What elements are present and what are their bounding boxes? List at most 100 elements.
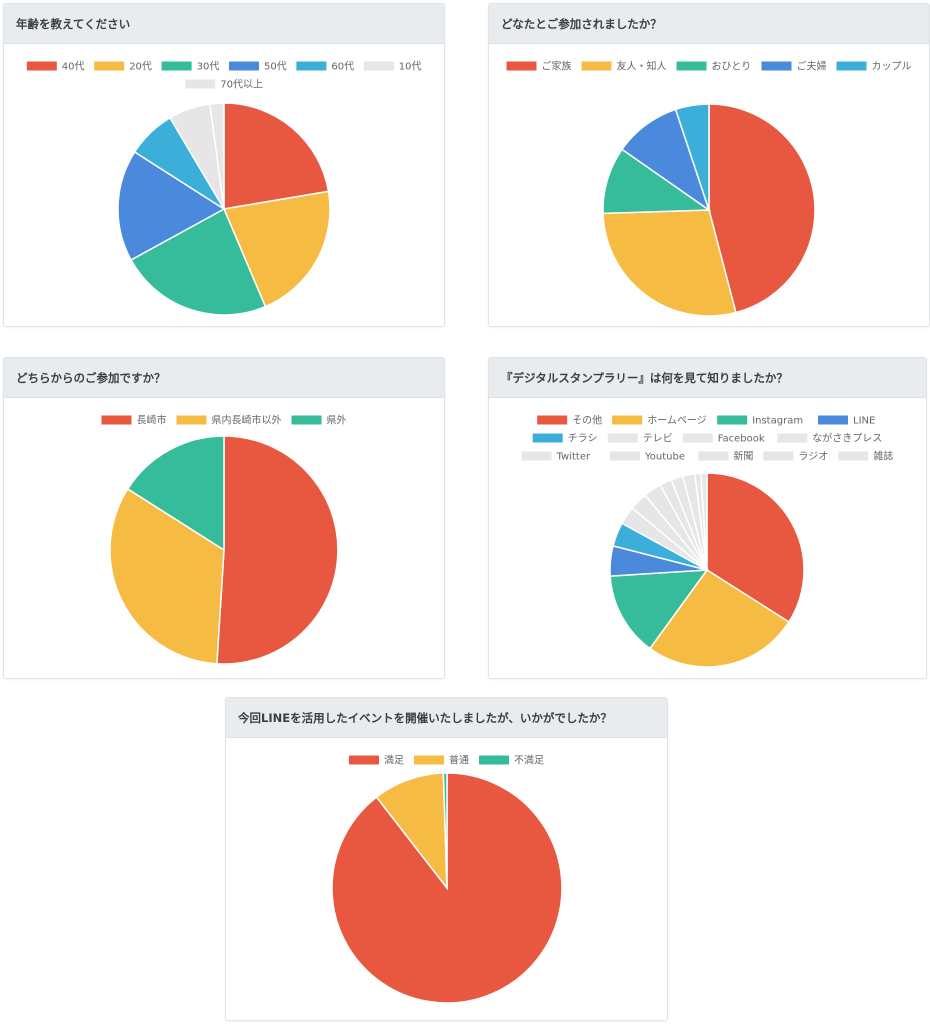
legend-item[interactable]: カップル [836,61,912,73]
legend-label: 60代 [331,61,354,73]
legend-label: ご家族 [542,60,572,73]
legend-item[interactable]: 不満足 [479,755,544,767]
legend-item[interactable]: 県内長崎市以外 [176,414,282,427]
legend-label: その他 [572,414,602,427]
legend-label: 70代以上 [220,79,263,91]
pie-slice-0[interactable] [223,102,330,210]
legend-item[interactable]: 雑誌 [838,450,893,463]
legend-item[interactable]: 60代 [296,61,354,73]
legend-item[interactable]: 50代 [229,61,287,73]
chart-title: どなたとご参加されましたか？ [489,4,929,44]
legend-swatch [185,79,216,89]
legend-label: 県内長崎市以外 [212,414,282,427]
legend-label: ホームページ [647,415,707,427]
legend-swatch [838,451,869,461]
pie [117,102,331,316]
legend: 長崎市 県内長崎市以外 県外 [101,414,347,427]
legend-item[interactable]: ラジオ [763,451,828,463]
legend-swatch [610,451,640,461]
pie-slice-2[interactable] [442,772,448,889]
pie [602,103,816,317]
legend-label: 20代 [129,61,152,73]
legend-swatch [676,61,707,71]
pie-slice-4[interactable] [674,103,710,211]
legend-item[interactable]: ご夫婦 [761,60,827,73]
legend-item[interactable]: Instagram [717,415,803,427]
legend: ご家族 友人・知人 おひとり ご夫婦 カップル [506,60,912,73]
legend-item[interactable]: 県外 [291,415,347,427]
legend-item[interactable]: 30代 [161,61,220,73]
legend-swatch [26,61,57,71]
legend-swatch [537,415,568,425]
legend-swatch [836,61,867,71]
pie-slice-12[interactable] [700,472,708,571]
legend-label: 雑誌 [873,450,893,463]
legend-swatch [818,415,848,425]
legend-label: 満足 [384,755,404,767]
legend-swatch [176,415,207,425]
pie-slice-0[interactable] [216,435,339,665]
legend-swatch [161,61,192,71]
legend-item[interactable]: 40代 [26,61,85,73]
legend-swatch [506,61,537,71]
pie-slice-0[interactable] [708,103,816,314]
legend-item[interactable]: ご家族 [506,60,572,73]
pie-chart: 満足 普通 不満足 [331,754,563,1004]
legend-label: Youtube [644,452,685,463]
pie-slice-1[interactable] [648,568,790,668]
pie-slice-2[interactable] [126,435,225,552]
legend-item[interactable]: チラシ [532,433,598,445]
legend-swatch [363,61,394,71]
chart-card-age: 年齢を教えてください 40代 20代 30代 50代 60代 10代 70代以上 [3,3,445,327]
chart-card-companion: どなたとご参加されましたか？ ご家族 友人・知人 おひとり ご夫婦 カップル [488,3,930,327]
pie-chart: その他 ホームページ Instagram LINE チラシ テレビ Facebook ながさき… [521,414,893,668]
legend-item[interactable]: テレビ [607,433,673,445]
legend-swatch [581,61,612,71]
pie-slice-1[interactable] [375,772,448,891]
legend-item[interactable]: おひとり [676,61,752,73]
legend-label: 40代 [62,61,85,73]
legend-item[interactable]: 70代以上 [185,79,263,91]
chart-title: 『デジタルスタンプラリー』は何を見て知りましたか？ [489,358,926,398]
legend-item[interactable]: ホームページ [612,415,707,427]
legend-item[interactable]: ながさきプレス [777,432,882,445]
pie [609,472,805,668]
legend-label: ご夫婦 [797,60,827,73]
legend-swatch [532,433,563,443]
legend-swatch [607,433,638,443]
legend-label: 10代 [399,61,422,73]
legend-item[interactable]: 満足 [349,755,404,767]
pie-slice-1[interactable] [222,190,331,308]
pie-slice-1[interactable] [602,209,737,317]
pie-slice-6[interactable] [209,102,225,210]
legend-swatch [698,451,729,461]
chart-title: どちらからのご参加ですか？ [4,358,444,398]
legend-item[interactable]: 友人・知人 [581,60,667,73]
legend-item[interactable]: Youtube [610,451,685,463]
legend-item[interactable]: 10代 [363,61,422,73]
legend: 満足 普通 不満足 [349,754,544,767]
chart-card-origin: どちらからのご参加ですか？ 長崎市 県内長崎市以外 県外 [3,357,445,679]
legend-item[interactable]: その他 [537,414,602,427]
legend-label: チラシ [568,433,598,445]
pie-chart: 40代 20代 30代 50代 60代 10代 70代以上 [26,61,422,316]
legend-label: Instagram [752,416,803,427]
legend-swatch [777,433,808,443]
legend-label: 長崎市 [137,414,167,427]
legend-item[interactable]: 20代 [94,61,152,73]
legend-label: Twitter [556,452,591,463]
legend-label: カップル [872,61,912,73]
legend-item[interactable]: Facebook [682,433,765,445]
legend-item[interactable]: 普通 [414,754,469,767]
pie-slice-3[interactable] [117,150,226,261]
legend-item[interactable]: LINE [818,415,875,427]
pie-slice-2[interactable] [130,207,267,316]
legend-swatch [761,61,792,71]
legend-swatch [479,755,509,765]
legend-item[interactable]: 新聞 [698,450,753,463]
pie-slice-2[interactable] [609,569,709,650]
legend-item[interactable]: Twitter [521,451,591,463]
pie-chart: ご家族 友人・知人 おひとり ご夫婦 カップル [506,60,912,317]
legend-item[interactable]: 長崎市 [101,414,167,427]
legend-swatch [101,415,132,425]
